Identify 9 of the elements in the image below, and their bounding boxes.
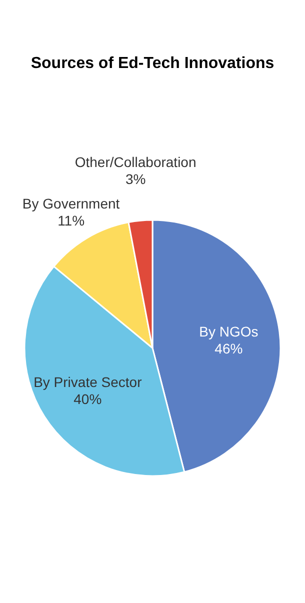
data-label: 40% (74, 391, 102, 408)
slice-label: Other/Collaboration (74, 154, 196, 170)
data-label: 11% (58, 212, 85, 228)
slice-label: By NGOs (199, 323, 258, 340)
slice-label: By Private Sector (34, 374, 142, 390)
data-label: 46% (214, 340, 243, 356)
slice-label: By Government (22, 195, 120, 212)
chart-title: Sources of Ed-Tech Innovations (30, 55, 274, 72)
data-label: 3% (125, 170, 146, 187)
